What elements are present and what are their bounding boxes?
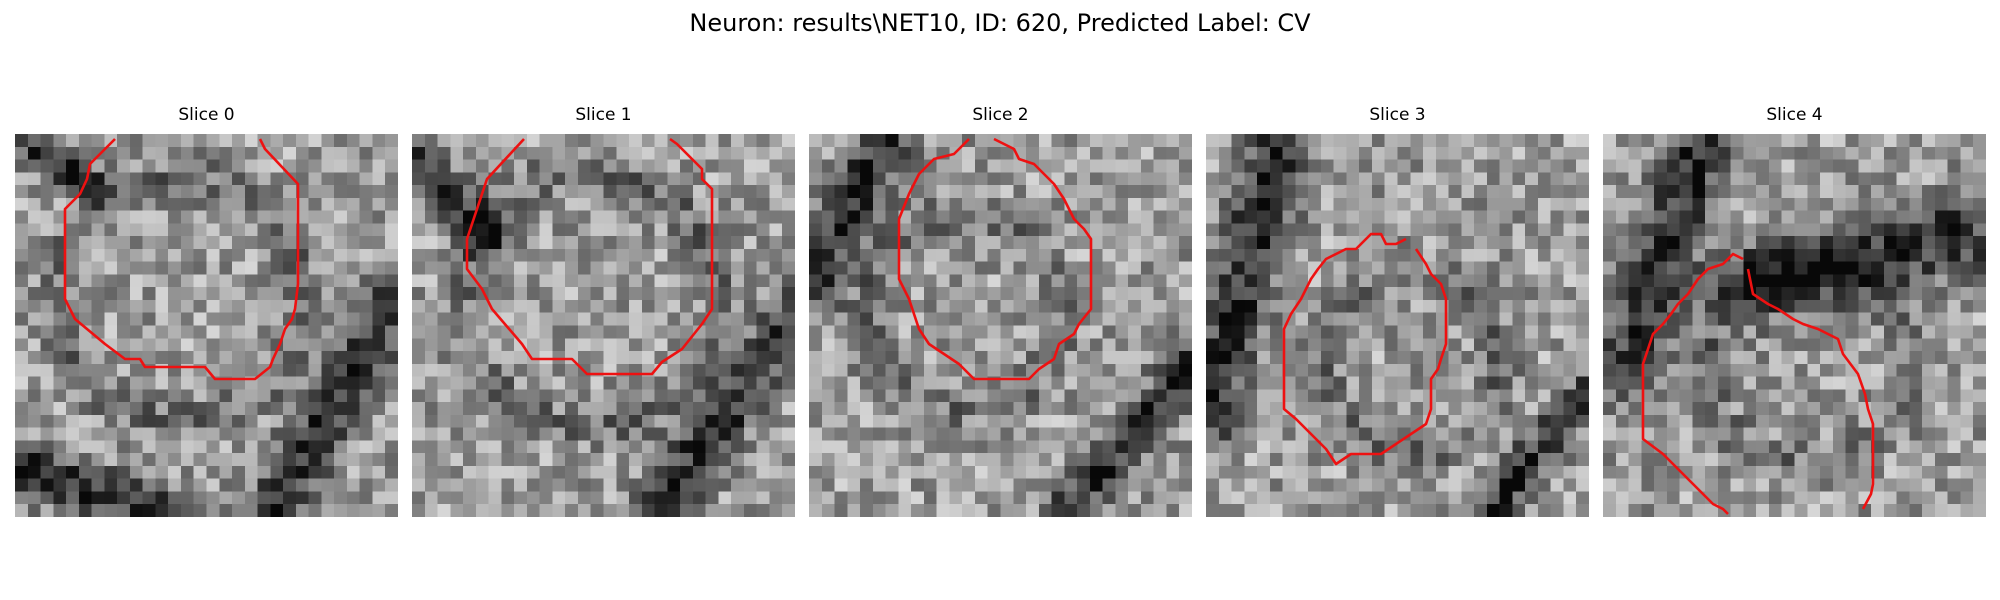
microscopy-texture: [1603, 134, 1986, 517]
slice-image: [1206, 134, 1589, 517]
microscopy-texture: [809, 134, 1192, 517]
slice-title: Slice 1: [575, 105, 632, 125]
segmentation-contour: [1282, 232, 1448, 466]
segmentation-contour: [1641, 252, 1875, 515]
segmentation-contour: [63, 138, 300, 381]
slice-title: Slice 0: [178, 105, 235, 125]
slice-title: Slice 2: [972, 105, 1029, 125]
slice-title: Slice 4: [1766, 105, 1823, 125]
microscopy-texture: [412, 134, 795, 517]
slice-image: [412, 134, 795, 517]
segmentation-contour: [465, 137, 714, 376]
slice-image: [15, 134, 398, 517]
slice-title: Slice 3: [1369, 105, 1426, 125]
microscopy-texture: [15, 134, 398, 517]
figure-title: Neuron: results\NET10, ID: 620, Predicte…: [689, 9, 1311, 37]
segmentation-contour: [897, 137, 1093, 381]
slice-image: [1603, 134, 1986, 517]
slice-image: [809, 134, 1192, 517]
microscopy-texture: [1206, 134, 1589, 517]
